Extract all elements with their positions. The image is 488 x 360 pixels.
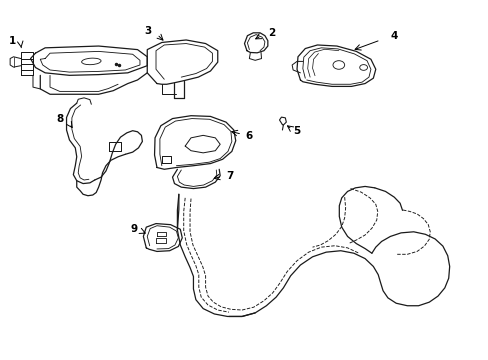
Text: 1: 1 <box>8 36 16 46</box>
Text: 5: 5 <box>293 126 300 136</box>
Text: 6: 6 <box>245 131 252 141</box>
Text: 2: 2 <box>267 28 275 38</box>
Text: 9: 9 <box>130 224 137 234</box>
Text: 8: 8 <box>56 113 63 123</box>
Text: 4: 4 <box>390 31 397 41</box>
Text: 3: 3 <box>144 26 152 36</box>
Text: 7: 7 <box>226 171 233 181</box>
